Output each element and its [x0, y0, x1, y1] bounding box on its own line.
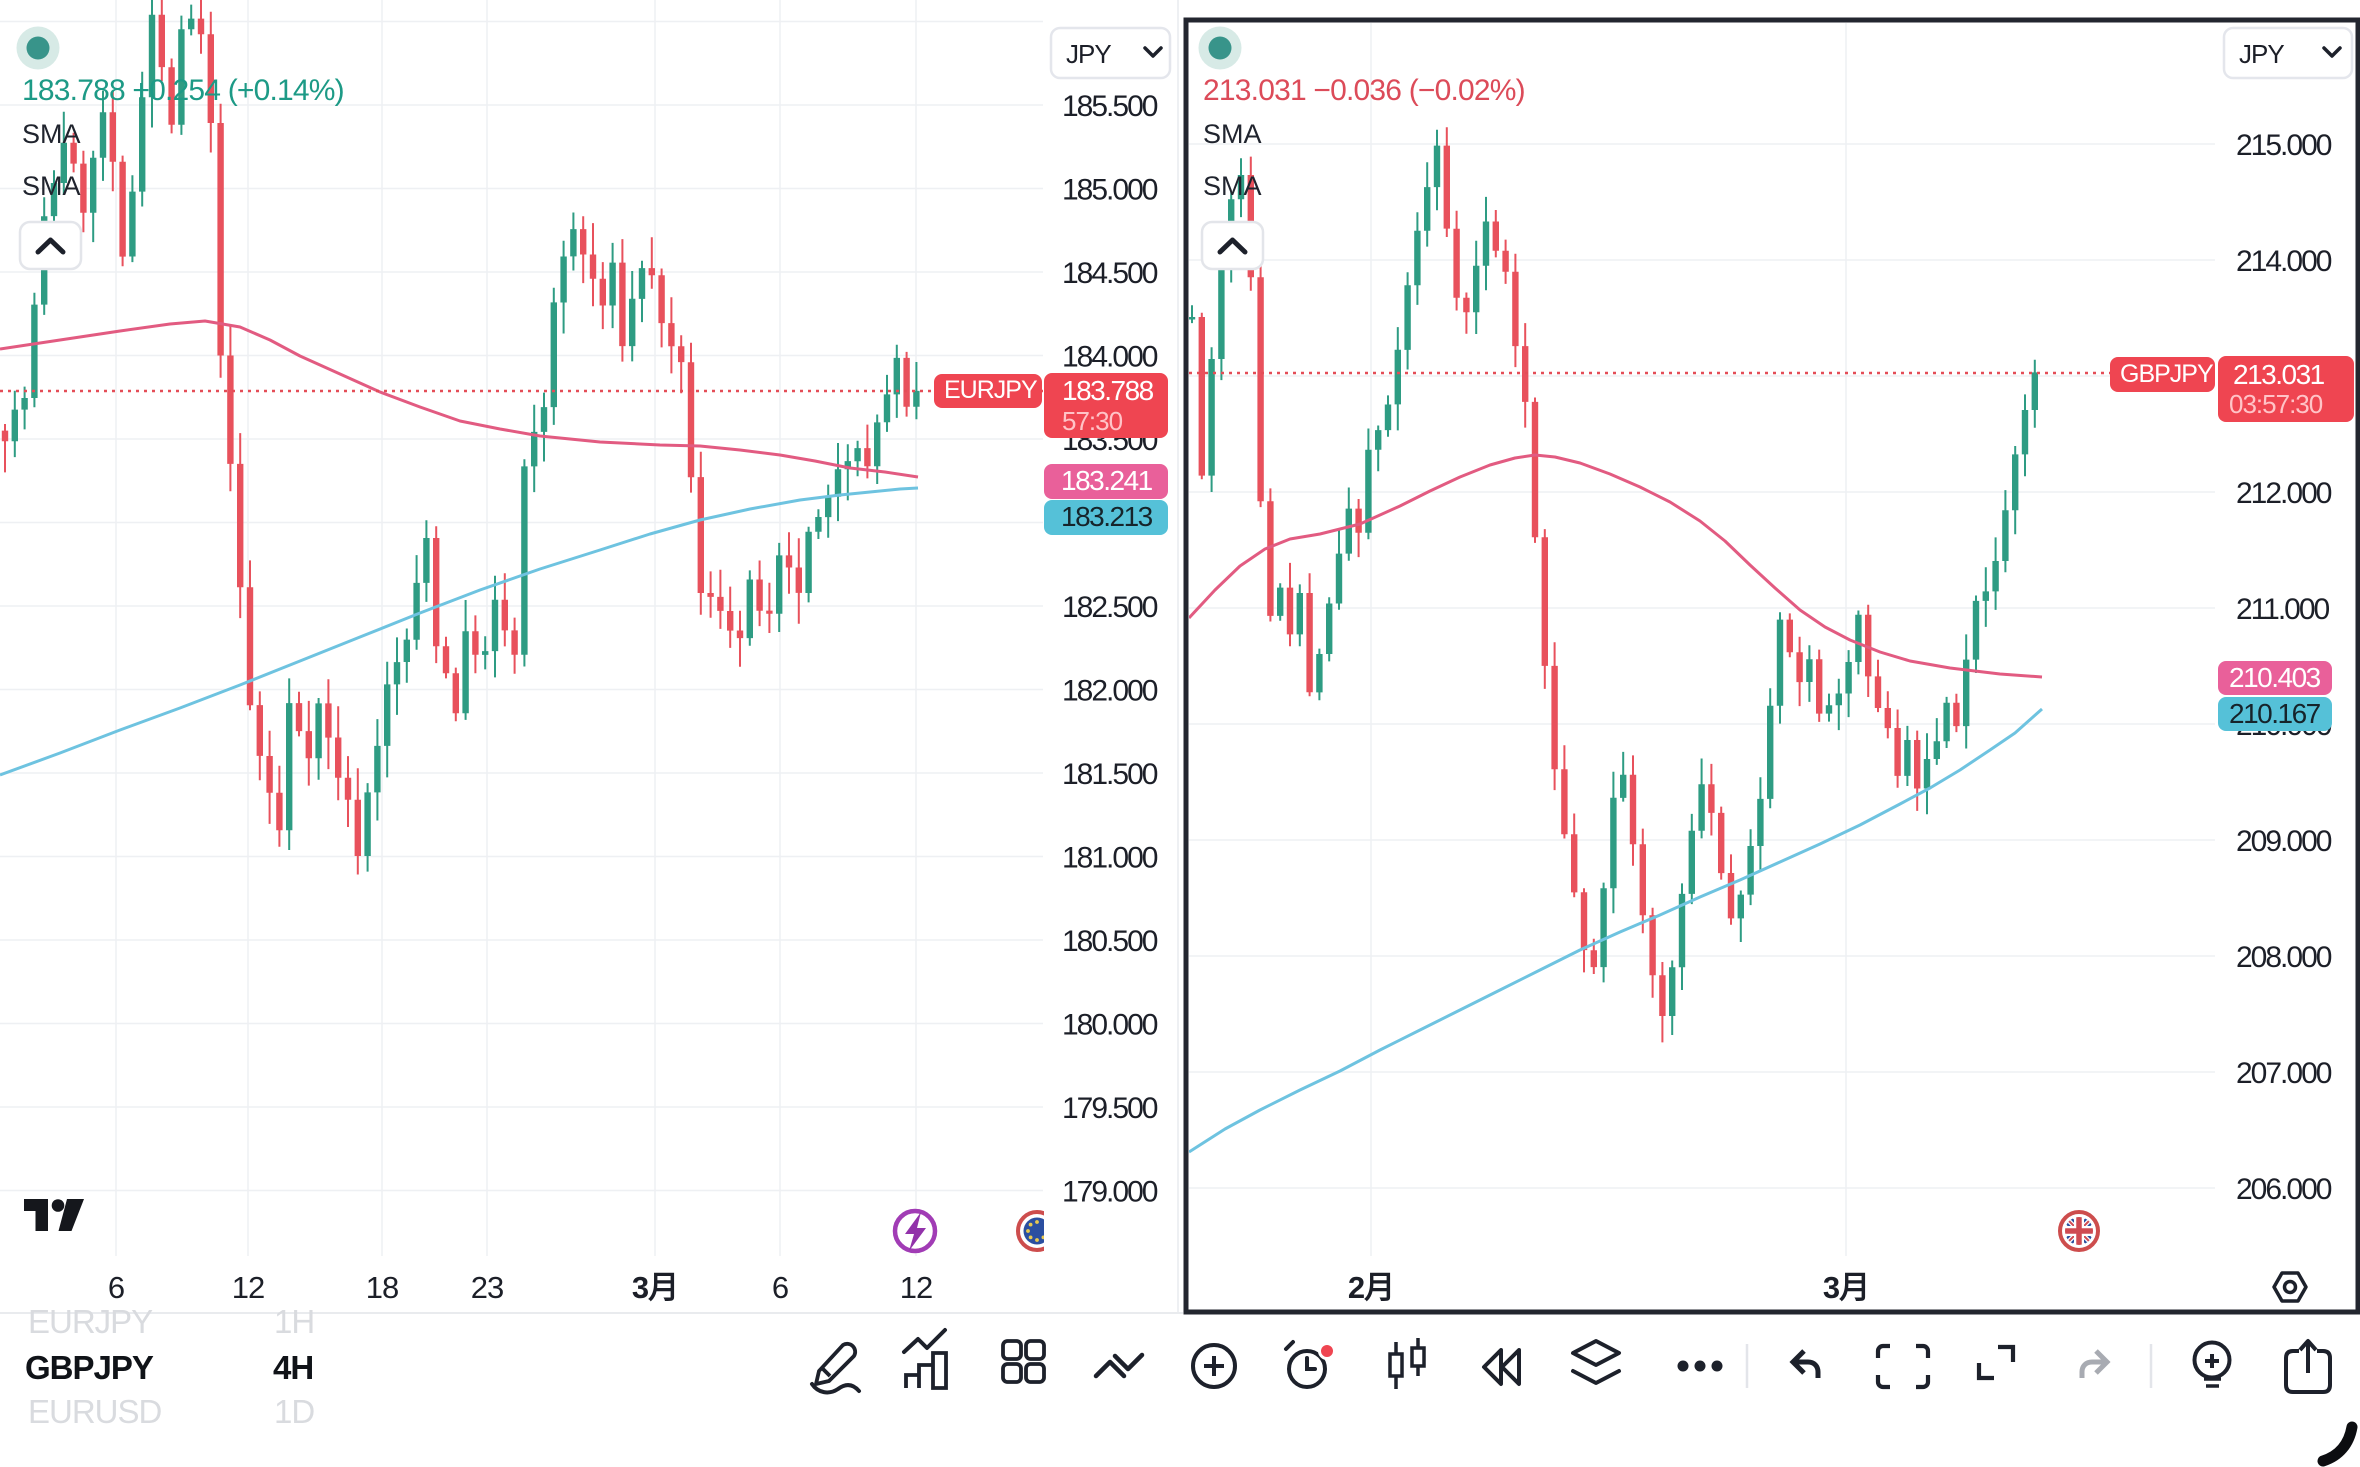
svg-text:SMA: SMA	[22, 119, 81, 149]
svg-text:179.000: 179.000	[1062, 1176, 1158, 1209]
svg-text:181.500: 181.500	[1062, 758, 1158, 791]
svg-text:6: 6	[772, 1270, 788, 1305]
svg-text:SMA: SMA	[1203, 119, 1262, 149]
svg-text:210.167: 210.167	[2229, 698, 2321, 729]
svg-text:12: 12	[900, 1270, 932, 1305]
svg-text:210.403: 210.403	[2229, 662, 2321, 693]
svg-text:18: 18	[366, 1270, 398, 1305]
svg-text:184.000: 184.000	[1062, 341, 1158, 374]
svg-text:213.031: 213.031	[2233, 359, 2325, 390]
svg-text:180.000: 180.000	[1062, 1009, 1158, 1042]
svg-text:SMA: SMA	[1203, 171, 1262, 201]
svg-text:57:30: 57:30	[1062, 406, 1123, 436]
svg-text:185.500: 185.500	[1062, 90, 1158, 123]
svg-text:185.000: 185.000	[1062, 174, 1158, 207]
svg-text:183.788: 183.788	[1062, 375, 1154, 406]
svg-text:182.000: 182.000	[1062, 675, 1158, 708]
svg-text:213.031 −0.036 (−0.02%): 213.031 −0.036 (−0.02%)	[1203, 74, 1525, 107]
svg-text:12: 12	[232, 1270, 264, 1305]
svg-text:EURJPY: EURJPY	[28, 1303, 153, 1340]
svg-text:3月: 3月	[1823, 1270, 1869, 1305]
svg-text:1D: 1D	[274, 1393, 314, 1430]
svg-text:215.000: 215.000	[2236, 129, 2332, 162]
svg-text:206.000: 206.000	[2236, 1173, 2332, 1206]
svg-text:3月: 3月	[632, 1270, 678, 1305]
svg-text:179.500: 179.500	[1062, 1092, 1158, 1125]
svg-text:180.500: 180.500	[1062, 925, 1158, 958]
svg-text:2月: 2月	[1348, 1270, 1394, 1305]
svg-text:SMA: SMA	[22, 171, 81, 201]
svg-text:214.000: 214.000	[2236, 245, 2332, 278]
svg-text:208.000: 208.000	[2236, 941, 2332, 974]
svg-text:4H: 4H	[273, 1349, 313, 1386]
svg-text:1H: 1H	[274, 1303, 314, 1340]
svg-text:209.000: 209.000	[2236, 825, 2332, 858]
svg-text:183.241: 183.241	[1061, 465, 1153, 496]
svg-text:23: 23	[471, 1270, 503, 1305]
svg-text:03:57:30: 03:57:30	[2229, 389, 2323, 419]
svg-text:181.000: 181.000	[1062, 842, 1158, 875]
svg-text:184.500: 184.500	[1062, 257, 1158, 290]
svg-text:GBPJPY: GBPJPY	[25, 1349, 154, 1386]
svg-text:GBPJPY: GBPJPY	[2120, 360, 2214, 388]
svg-text:212.000: 212.000	[2236, 477, 2332, 510]
svg-text:6: 6	[108, 1270, 124, 1305]
svg-text:EURUSD: EURUSD	[28, 1393, 162, 1430]
svg-text:183.213: 183.213	[1061, 501, 1153, 532]
svg-text:183.788 +0.254 (+0.14%): 183.788 +0.254 (+0.14%)	[22, 74, 344, 107]
svg-text:JPY: JPY	[1066, 39, 1111, 69]
svg-text:182.500: 182.500	[1062, 591, 1158, 624]
svg-text:EURJPY: EURJPY	[944, 376, 1038, 404]
svg-text:207.000: 207.000	[2236, 1057, 2332, 1090]
svg-text:211.000: 211.000	[2236, 593, 2330, 626]
svg-text:JPY: JPY	[2239, 39, 2284, 69]
